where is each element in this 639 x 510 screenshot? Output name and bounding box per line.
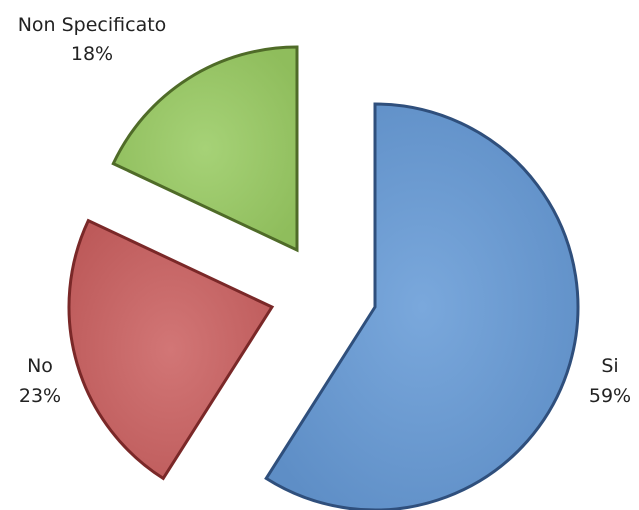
slice-percent-no: 23% xyxy=(19,385,61,407)
slice-percent-si: 59% xyxy=(589,385,631,407)
slice-label-non-specificato: Non Specificato xyxy=(18,14,167,36)
pie-slice-non-specificato xyxy=(111,45,299,253)
slice-label-no: No xyxy=(27,355,53,377)
slice-percent-non-specificato: 18% xyxy=(71,43,113,65)
slice-label-si: Si xyxy=(601,355,618,377)
pie-slice-si xyxy=(264,102,580,510)
pie-slice-no xyxy=(67,218,275,481)
